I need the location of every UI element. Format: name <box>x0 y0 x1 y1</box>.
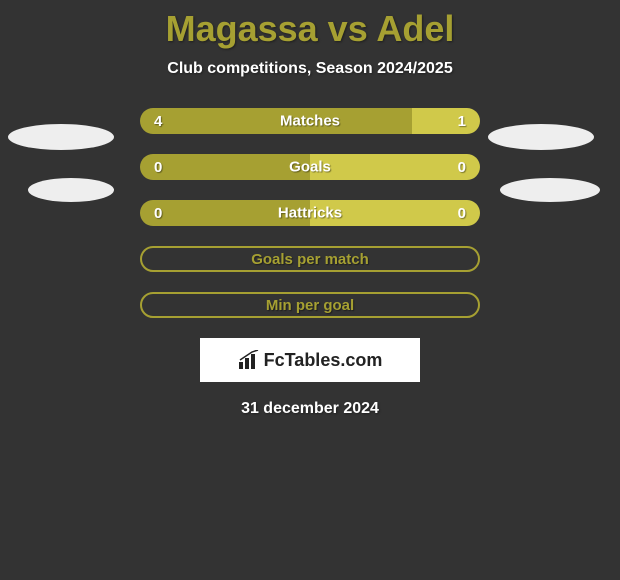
decorative-ellipse <box>28 178 114 202</box>
bar-left-value: 0 <box>140 154 310 180</box>
date-label: 31 december 2024 <box>0 400 620 418</box>
bar-empty: Goals per match <box>140 246 480 272</box>
bar-wrap: 00Goals <box>140 154 480 180</box>
stat-row: 00Goals <box>0 154 620 180</box>
bar-wrap: 41 Matches <box>140 108 480 134</box>
stat-row: Goals per match <box>0 246 620 272</box>
bar-label: Hattricks <box>278 205 342 222</box>
bar-right-value: 0 <box>310 154 480 180</box>
page-subtitle: Club competitions, Season 2024/2025 <box>0 60 620 78</box>
bar-right-value: 1 <box>412 108 480 134</box>
bar-label: Min per goal <box>266 297 354 314</box>
decorative-ellipse <box>8 124 114 150</box>
decorative-ellipse <box>488 124 594 150</box>
bar-wrap: 00Hattricks <box>140 200 480 226</box>
bar-label: Goals per match <box>251 251 369 268</box>
bar-left-value: 4 <box>140 108 412 134</box>
chart-icon <box>238 350 260 370</box>
bar-label: Matches <box>280 113 340 130</box>
logo-text: FcTables.com <box>264 350 383 371</box>
stat-row: 00Hattricks <box>0 200 620 226</box>
decorative-ellipse <box>500 178 600 202</box>
bar-empty: Min per goal <box>140 292 480 318</box>
logo-box: FcTables.com <box>200 338 420 382</box>
bar-label: Goals <box>289 159 331 176</box>
page-title: Magassa vs Adel <box>0 0 620 50</box>
stat-row: Min per goal <box>0 292 620 318</box>
